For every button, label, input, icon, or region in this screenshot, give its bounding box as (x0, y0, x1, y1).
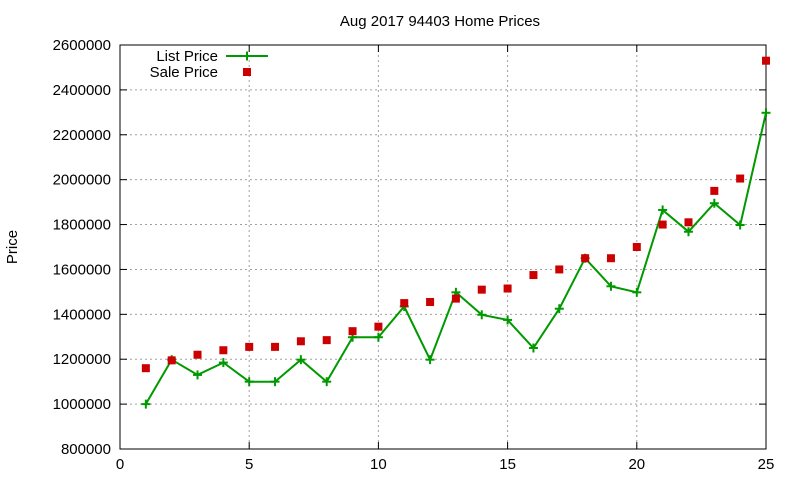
y-tick-label: 2000000 (53, 172, 111, 189)
x-tick-label: 15 (499, 456, 516, 473)
sale-price-point (426, 297, 435, 306)
sale-price-point (245, 342, 254, 351)
x-tick-label: 0 (116, 456, 124, 473)
list-price-point (632, 287, 642, 297)
plot-series (141, 56, 771, 409)
sale-price-point (219, 346, 228, 355)
y-tick-label: 2400000 (53, 82, 111, 99)
y-tick-label: 800000 (61, 441, 111, 458)
list-price-point (735, 220, 745, 230)
sale-price-point (632, 243, 641, 251)
list-price-point (141, 399, 151, 409)
sale-price-point (581, 254, 590, 263)
chart-title: Aug 2017 94403 Home Prices (340, 13, 540, 30)
y-tick-label: 1600000 (53, 261, 111, 278)
sale-price-point (529, 271, 538, 280)
list-price-point (373, 332, 383, 342)
sale-price-point (296, 337, 305, 346)
list-price-point (270, 377, 280, 387)
sale-price-point (684, 218, 693, 227)
list-price-point (606, 281, 616, 291)
legend-label-sale-price: Sale Price (150, 64, 218, 81)
axes: 0 5 10 15 20 25 800000 1000000 1200000 1400000 160… (53, 37, 775, 473)
legend-marker-sale-price (243, 68, 251, 76)
y-axis-label: Price (4, 230, 21, 264)
y-tick-label: 2600000 (53, 37, 111, 54)
y-tick-label: 1000000 (53, 396, 111, 413)
list-price-point (503, 315, 513, 325)
x-tick-label: 25 (758, 456, 775, 473)
sale-price-point (762, 56, 770, 65)
y-tick-label: 1800000 (53, 217, 111, 234)
sale-price-point (374, 322, 383, 331)
x-tick-label: 20 (628, 456, 645, 473)
legend-label-list-price: List Price (156, 48, 218, 65)
y-tick-label: 1400000 (53, 306, 111, 323)
sale-price-point (710, 186, 719, 195)
list-price-line (144, 112, 767, 405)
list-price-point (709, 198, 719, 208)
x-tick-label: 5 (245, 456, 253, 473)
grid (120, 45, 766, 449)
list-price-point (658, 205, 668, 215)
sale-price-point (193, 350, 202, 359)
list-price-point (244, 377, 254, 387)
list-price-point (218, 358, 228, 368)
list-price-point (322, 377, 332, 387)
list-price-point (761, 108, 771, 118)
y-tick-label: 1200000 (53, 351, 111, 368)
sale-price-point (477, 285, 486, 294)
sale-price-point (141, 364, 150, 373)
list-price-point (477, 310, 487, 320)
sale-price-point (658, 220, 667, 229)
sale-price-point (736, 174, 745, 183)
list-price-point (296, 355, 306, 365)
list-price-point (425, 355, 435, 365)
x-tick-label: 10 (370, 456, 387, 473)
sale-price-point (348, 327, 357, 336)
list-price-point (528, 343, 538, 353)
legend-marker-list-price (242, 51, 252, 61)
sale-price-point (400, 299, 409, 308)
plot-frame (119, 44, 767, 450)
sale-price-point (322, 336, 331, 345)
y-tick-label: 2200000 (53, 127, 111, 144)
sale-price-point (606, 254, 615, 263)
list-price-point (554, 304, 564, 314)
sale-price-point (271, 342, 280, 351)
sale-price-point (503, 284, 512, 293)
sale-price-point (451, 294, 460, 303)
list-price-point (683, 227, 693, 237)
sale-price-point (167, 356, 176, 365)
list-price-point (193, 370, 203, 380)
sale-price-point (555, 265, 564, 274)
